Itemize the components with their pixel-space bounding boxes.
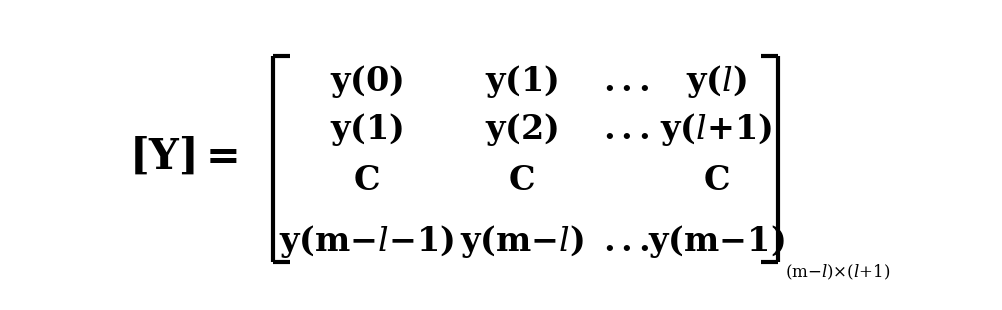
Text: $\mathbf{y(1)}$: $\mathbf{y(1)}$ bbox=[330, 111, 403, 148]
Text: $\mathbf{y(m{-}1)}$: $\mathbf{y(m{-}1)}$ bbox=[647, 223, 784, 260]
Text: $\mathbf{...}$: $\mathbf{...}$ bbox=[602, 225, 649, 258]
Text: $\mathbf{C}$: $\mathbf{C}$ bbox=[702, 164, 728, 197]
Text: $\mathbf{y(m{-}}$$\mathit{l}$$\mathbf{{-}1)}$: $\mathbf{y(m{-}}$$\mathit{l}$$\mathbf{{-… bbox=[279, 223, 454, 260]
Text: $\mathbf{y(}$$\mathit{l}$$\mathbf{)}$: $\mathbf{y(}$$\mathit{l}$$\mathbf{)}$ bbox=[685, 63, 745, 100]
Text: $\mathbf{...}$: $\mathbf{...}$ bbox=[602, 65, 649, 98]
Text: $\mathbf{y(2)}$: $\mathbf{y(2)}$ bbox=[485, 111, 558, 148]
Text: $\mathbf{[Y]=}$: $\mathbf{[Y]=}$ bbox=[129, 135, 238, 178]
Text: $\mathbf{y(0)}$: $\mathbf{y(0)}$ bbox=[330, 63, 403, 100]
Text: $\mathbf{y(}$$\mathit{l}$$\mathbf{+1)}$: $\mathbf{y(}$$\mathit{l}$$\mathbf{+1)}$ bbox=[659, 111, 772, 148]
Text: $\mathbf{...}$: $\mathbf{...}$ bbox=[602, 113, 649, 146]
Text: $({\rm m}{-}\mathit{l}){\times}(\mathit{l}{+}1)$: $({\rm m}{-}\mathit{l}){\times}(\mathit{… bbox=[784, 263, 889, 282]
Text: $\mathbf{C}$: $\mathbf{C}$ bbox=[508, 164, 535, 197]
Text: $\mathbf{y(m{-}}$$\mathit{l}$$\mathbf{)}$: $\mathbf{y(m{-}}$$\mathit{l}$$\mathbf{)}… bbox=[459, 223, 583, 260]
Text: $\mathbf{C}$: $\mathbf{C}$ bbox=[353, 164, 380, 197]
Text: $\mathbf{y(1)}$: $\mathbf{y(1)}$ bbox=[485, 63, 558, 100]
